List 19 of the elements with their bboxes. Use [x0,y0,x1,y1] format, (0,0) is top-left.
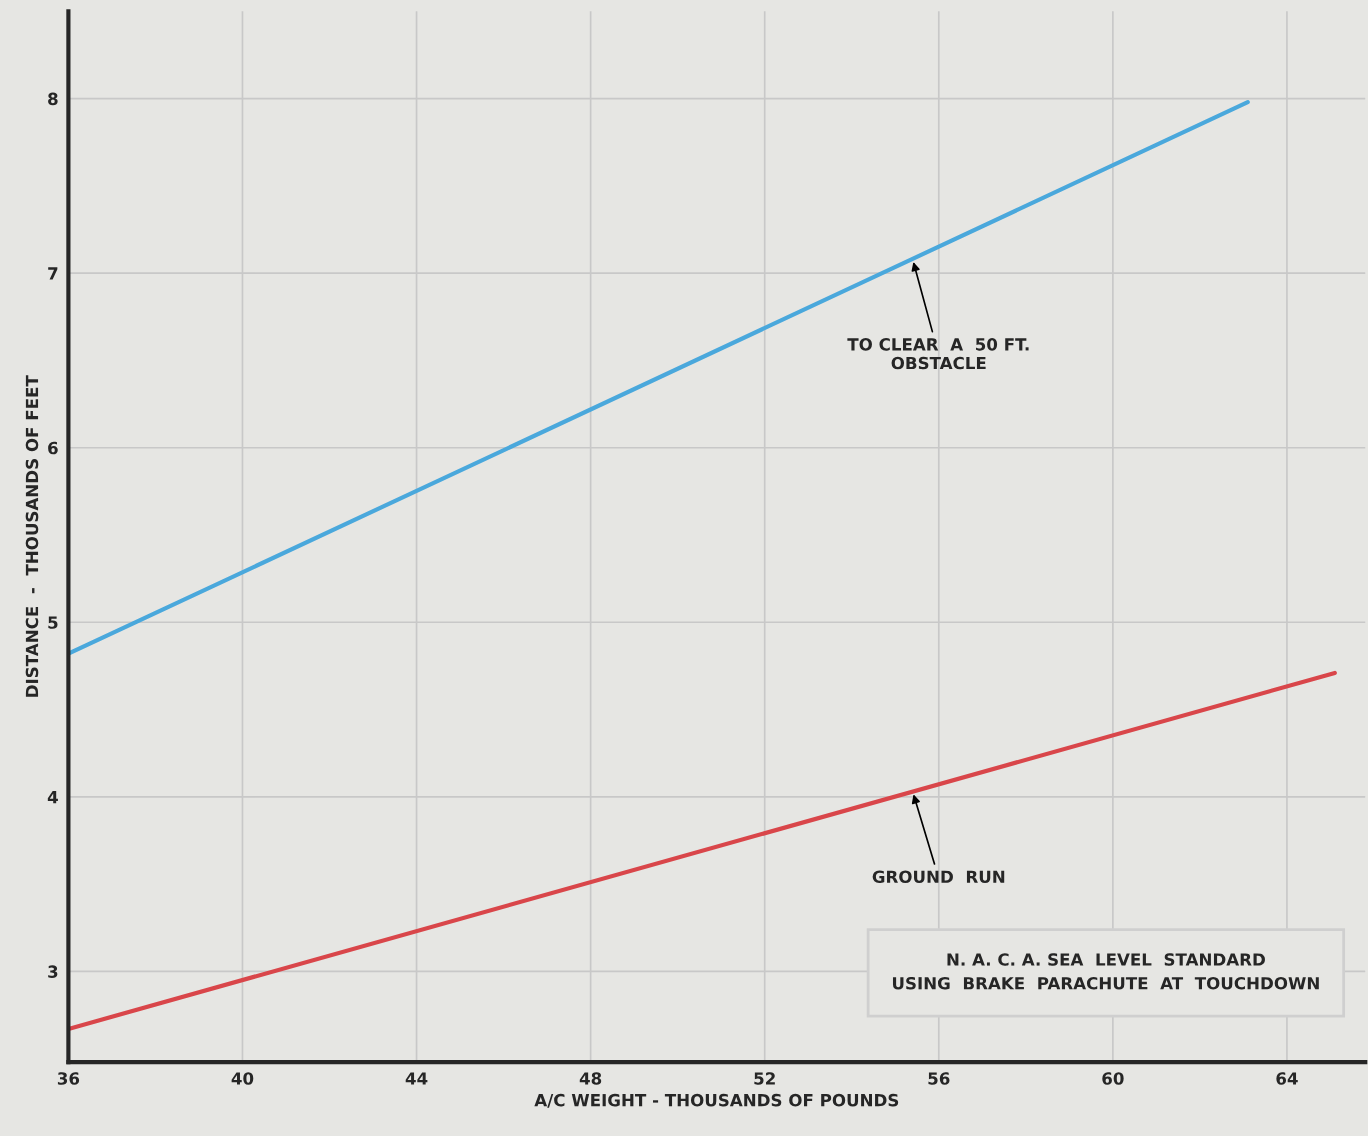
annotation: N. A. C. A. SEA LEVEL STANDARD USING BRAKE PARACHUTE AT TOUCHDOWN [892,953,1319,990]
annotation: GROUND RUN [872,870,1005,884]
annotation: TO CLEAR A 50 FT. OBSTACLE [847,338,1029,370]
x-tick-label: 64 [1276,1072,1298,1085]
y-tick-label: 4 [47,791,58,804]
x-axis-title: A/C WEIGHT - THOUSANDS OF POUNDS [534,1093,899,1108]
x-tick-label: 44 [405,1072,428,1085]
y-axis-title: DISTANCE - THOUSANDS OF FEET [25,375,39,697]
y-tick-label: 3 [48,965,58,978]
x-tick-label: 40 [231,1072,254,1085]
x-tick-label: 48 [579,1072,602,1085]
x-tick-label: 60 [1102,1072,1124,1085]
x-tick-label: 52 [754,1072,775,1085]
x-tick-label: 36 [57,1072,80,1085]
y-tick-label: 8 [48,92,58,106]
y-tick-label: 6 [48,441,58,455]
x-tick-label: 56 [928,1072,950,1085]
y-tick-label: 5 [48,616,58,629]
y-tick-label: 7 [48,267,58,280]
